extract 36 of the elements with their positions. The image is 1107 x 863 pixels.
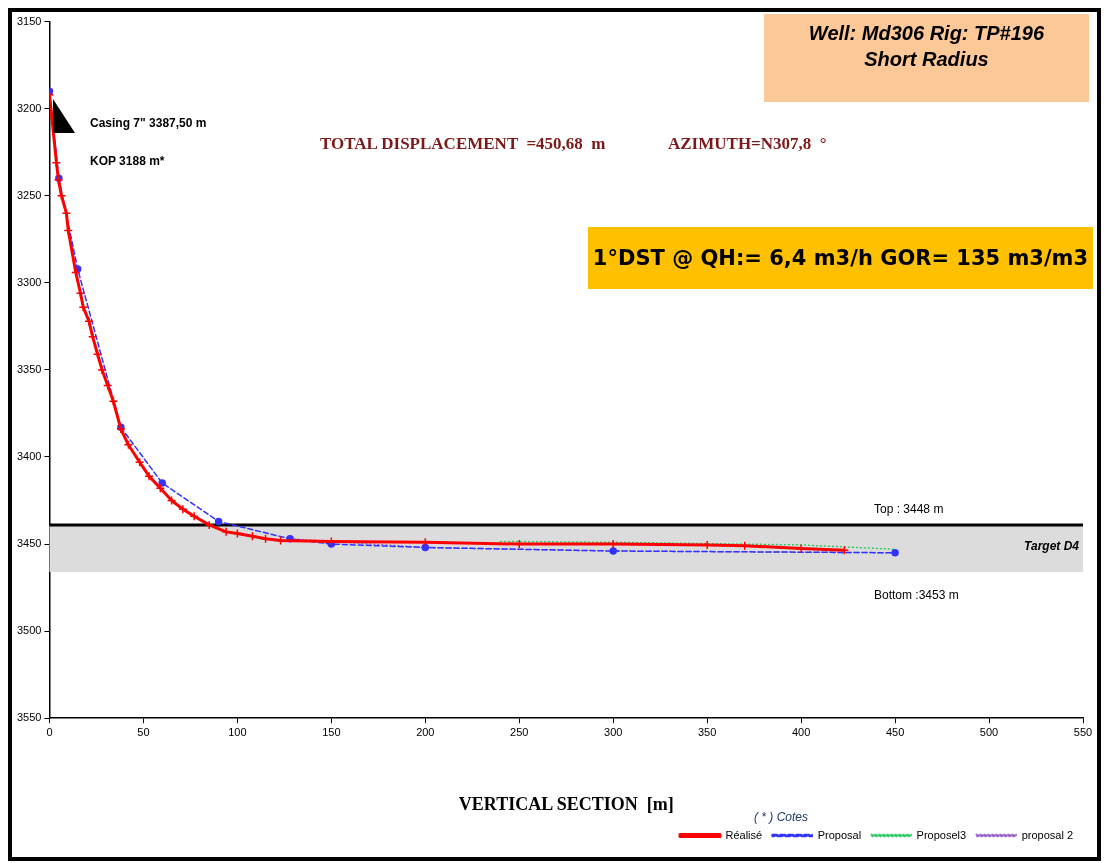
chart-title: Well: Md306 Rig: TP#196: [807, 21, 1046, 46]
annotation: Top : 3448 m: [874, 502, 944, 516]
x-tick-label: 250: [510, 725, 529, 738]
text: ( * ) Cotes: [754, 810, 809, 824]
x-tick-label: 150: [322, 725, 341, 738]
x-tick-label: 400: [791, 725, 811, 738]
y-tick-label: 3350: [16, 362, 42, 375]
legend-label: proposal 2: [1021, 828, 1074, 841]
annotation: TOTAL DISPLACEMENT =450,68 m: [320, 134, 606, 154]
band-label: Target D4: [1024, 538, 1080, 553]
text: Short Radius: [863, 47, 990, 72]
x-tick-label: 350: [697, 725, 717, 738]
legend-label: Proposel3: [916, 828, 967, 841]
legend-label: Proposal: [817, 828, 862, 841]
x-tick-label: 0: [46, 725, 53, 738]
x-tick-label: 300: [604, 725, 623, 738]
y-tick-label: 3250: [16, 188, 42, 201]
legend-label: Réalisé: [725, 828, 763, 841]
x-tick-label: 450: [885, 725, 905, 738]
annotation: KOP 3188 m*: [90, 154, 165, 168]
x-tick-label: 550: [1073, 725, 1093, 738]
x-tick-label: 200: [416, 725, 435, 738]
y-tick-label: 3200: [16, 101, 42, 114]
x-tick-label: 50: [137, 725, 150, 738]
y-tick-label: 3150: [16, 14, 42, 27]
x-tick-label: 500: [979, 725, 999, 738]
x-axis-title: VERTICAL SECTION [m]: [458, 793, 674, 814]
y-tick-label: 3550: [16, 711, 42, 724]
annotation: Casing 7" 3387,50 m: [90, 116, 207, 130]
x-tick-label: 100: [228, 725, 247, 738]
annotation: AZIMUTH=N307,8 °: [668, 134, 827, 154]
y-tick-label: 3400: [16, 450, 42, 463]
y-tick-label: 3300: [16, 275, 42, 288]
y-tick-label: 3500: [16, 624, 42, 637]
y-tick-label: 3450: [16, 537, 42, 550]
annotation: Bottom :3453 m: [874, 588, 959, 602]
